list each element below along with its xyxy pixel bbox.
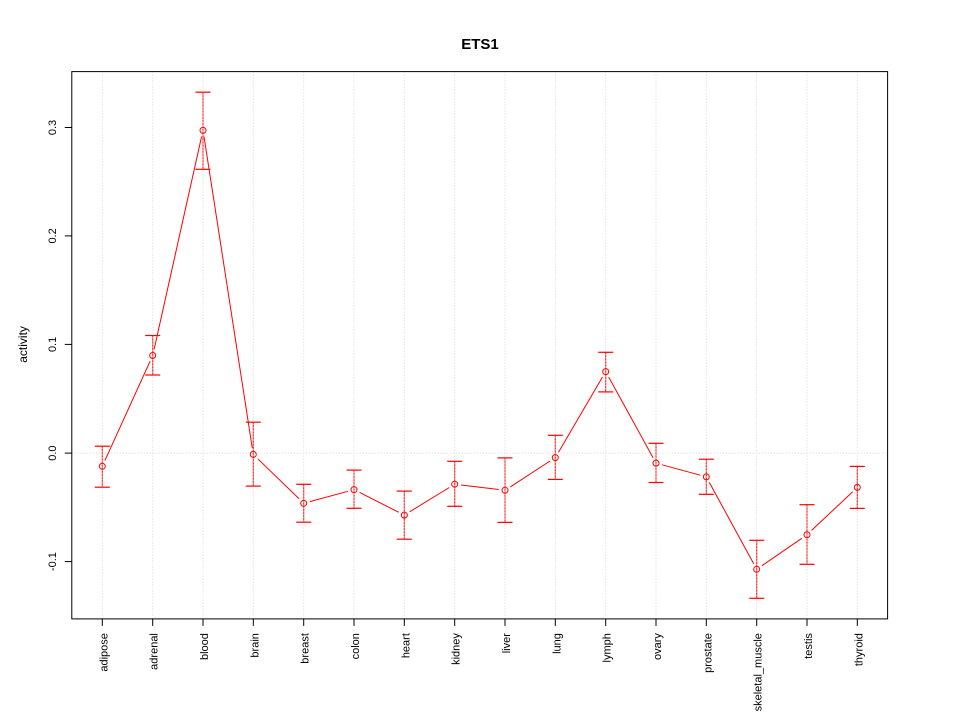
svg-text:testis: testis: [803, 633, 815, 659]
svg-text:kidney: kidney: [451, 633, 463, 665]
svg-text:lung: lung: [551, 633, 563, 654]
svg-text:lymph: lymph: [602, 633, 614, 662]
svg-text:colon: colon: [350, 633, 362, 659]
svg-text:activity: activity: [16, 326, 30, 363]
svg-text:thyroid: thyroid: [853, 633, 865, 666]
svg-text:prostate: prostate: [702, 633, 714, 673]
svg-text:skeletal_muscle: skeletal_muscle: [753, 633, 765, 711]
svg-text:brain: brain: [249, 633, 261, 657]
svg-text:heart: heart: [400, 633, 412, 658]
svg-text:0.3: 0.3: [47, 120, 59, 135]
svg-text:0.2: 0.2: [47, 228, 59, 243]
svg-text:ovary: ovary: [652, 633, 664, 660]
svg-text:0.0: 0.0: [47, 445, 59, 460]
svg-text:adipose: adipose: [98, 633, 110, 672]
svg-text:adrenal: adrenal: [149, 633, 161, 670]
svg-text:ETS1: ETS1: [461, 36, 499, 53]
svg-text:breast: breast: [300, 633, 312, 664]
svg-text:0.1: 0.1: [47, 337, 59, 352]
svg-text:blood: blood: [199, 633, 211, 660]
svg-text:-0.1: -0.1: [47, 552, 59, 571]
svg-text:liver: liver: [501, 633, 513, 654]
